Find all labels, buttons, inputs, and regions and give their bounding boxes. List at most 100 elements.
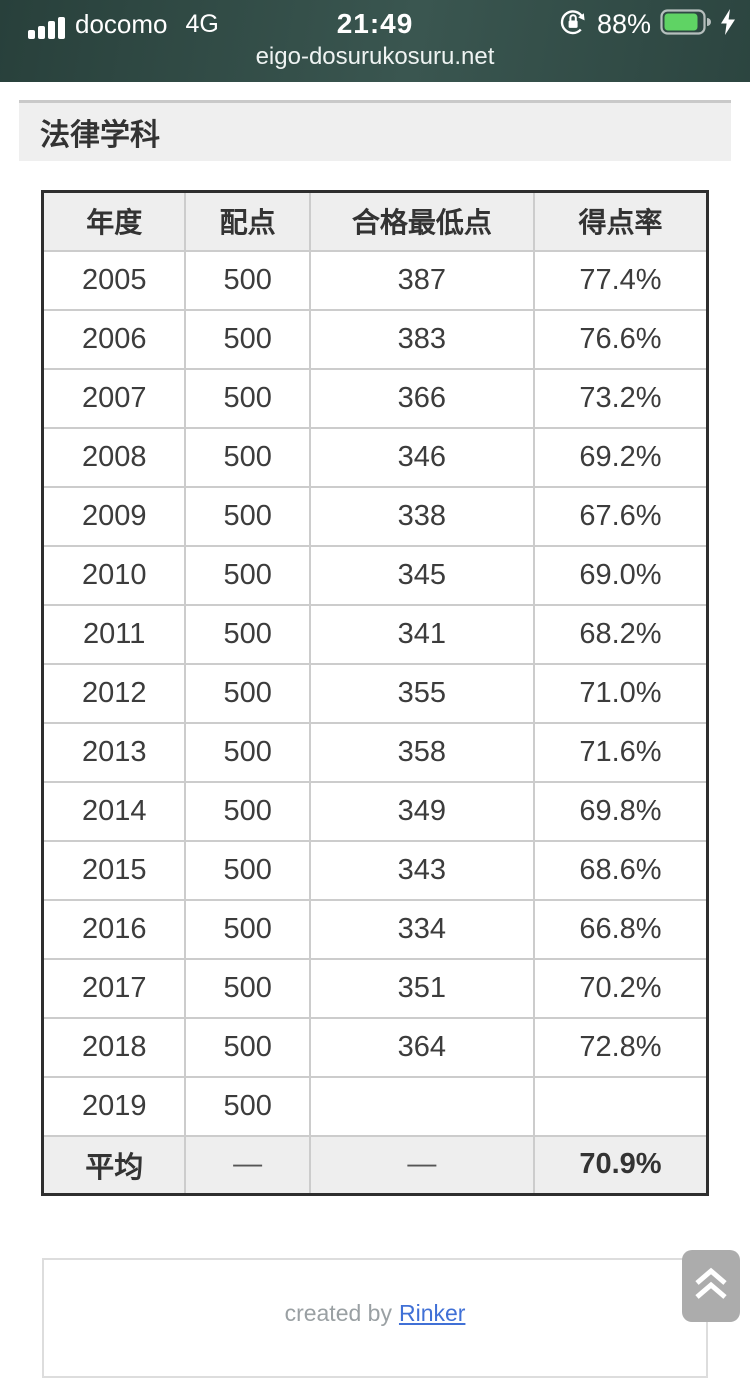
table-cell: 364 [308,1016,535,1078]
scroll-to-top-button[interactable] [682,1250,740,1322]
table-cell: 77.4% [532,249,709,311]
table-cell: 346 [308,426,535,488]
table-average-row: 平均 — —70.9% [41,1134,709,1196]
table-cell: 500 [184,308,311,370]
table-cell: 2009 [41,485,187,547]
table-cell: 71.6% [532,721,709,783]
table-cell: 2014 [41,780,187,842]
table-cell: 500 [184,898,311,960]
table-cell [532,1075,709,1137]
table-cell: 2007 [41,367,187,429]
battery-icon [660,8,712,40]
table-header-row: 年度 配点 合格最低点 得点率 [41,190,709,252]
table-row: 2016 500 334 66.8% [41,898,709,960]
table-cell: 2011 [41,603,187,665]
table-cell: 500 [184,426,311,488]
column-header: 年度 [41,190,187,252]
table-row: 2011 500 341 68.2% [41,603,709,665]
table-row: 2006 500 383 76.6% [41,308,709,370]
table-cell: 69.0% [532,544,709,606]
table-cell: 73.2% [532,367,709,429]
signal-strength-icon [28,17,65,41]
status-bar: docomo 4G 21:49 88% [0,0,750,82]
table-row: 2015 500 343 68.6% [41,839,709,901]
table-cell: 366 [308,367,535,429]
table-cell: 338 [308,485,535,547]
table-row: 2010 500 345 69.0% [41,544,709,606]
table-cell: 69.2% [532,426,709,488]
table-cell: 500 [184,367,311,429]
table-cell: 500 [184,544,311,606]
carrier-label: docomo [75,9,168,39]
table-cell: 358 [308,721,535,783]
table-row: 2012 500 355 71.0% [41,662,709,724]
table-cell: 2019 [41,1075,187,1137]
table-cell: 351 [308,957,535,1019]
table-cell: 334 [308,898,535,960]
average-value-cell: 70.9% [532,1134,709,1196]
table-row: 2019 500 [41,1075,709,1137]
table-cell: 66.8% [532,898,709,960]
table-cell: 500 [184,780,311,842]
table-cell: 69.8% [532,780,709,842]
average-value-cell: — [308,1134,535,1196]
table-cell: 2016 [41,898,187,960]
table-cell: 500 [184,957,311,1019]
table-row: 2014 500 349 69.8% [41,780,709,842]
table-cell: 355 [308,662,535,724]
battery-percent-label: 88% [596,8,651,39]
table-cell: 2005 [41,249,187,311]
column-header: 得点率 [532,190,709,252]
table-cell: 2013 [41,721,187,783]
table-cell: 387 [308,249,535,311]
table-cell: 500 [184,1016,311,1078]
table-row: 2007 500 366 73.2% [41,367,709,429]
table-cell: 2012 [41,662,187,724]
table-cell: 383 [308,308,535,370]
table-row: 2013 500 358 71.6% [41,721,709,783]
table-cell: 72.8% [532,1016,709,1078]
table-cell: 76.6% [532,308,709,370]
double-chevron-up-icon [692,1266,730,1307]
table-cell: 345 [308,544,535,606]
average-label-cell: 平均 [41,1134,187,1196]
table-cell: 349 [308,780,535,842]
column-header: 合格最低点 [308,190,535,252]
table-cell [308,1075,535,1137]
table-cell: 67.6% [532,485,709,547]
table-cell: 2018 [41,1016,187,1078]
score-table-container: 年度 配点 合格最低点 得点率 2005 500 387 77.4% 2006 500 383 76… [41,190,709,1196]
table-cell: 2017 [41,957,187,1019]
table-cell: 2010 [41,544,187,606]
table-cell: 68.6% [532,839,709,901]
table-row: 2008 500 346 69.2% [41,426,709,488]
table-cell: 500 [184,662,311,724]
page-title: 法律学科 [40,119,160,152]
rinker-link[interactable]: Rinker [398,1300,466,1326]
credit-text: created by [284,1300,392,1326]
table-cell: 68.2% [532,603,709,665]
table-cell: 2008 [41,426,187,488]
table-cell: 500 [184,485,311,547]
score-table: 年度 配点 合格最低点 得点率 2005 500 387 77.4% 2006 500 383 76… [41,190,709,1196]
column-header: 配点 [184,190,311,252]
address-bar[interactable]: eigo-dosurukosuru.net [255,43,495,70]
table-row: 2005 500 387 77.4% [41,249,709,311]
network-type-label: 4G [185,10,219,38]
table-row: 2018 500 364 72.8% [41,1016,709,1078]
table-cell: 500 [184,721,311,783]
rotation-lock-icon [558,7,588,42]
average-value-cell: — [184,1134,311,1196]
table-cell: 500 [184,1075,311,1137]
charging-bolt-icon [721,8,736,40]
table-cell: 70.2% [532,957,709,1019]
table-cell: 500 [184,839,311,901]
table-cell: 500 [184,249,311,311]
table-cell: 343 [308,839,535,901]
section-heading-block: 法律学科 [19,100,731,161]
table-row: 2009 500 338 67.6% [41,485,709,547]
clock-label: 21:49 [336,8,414,39]
table-cell: 71.0% [532,662,709,724]
table-cell: 500 [184,603,311,665]
